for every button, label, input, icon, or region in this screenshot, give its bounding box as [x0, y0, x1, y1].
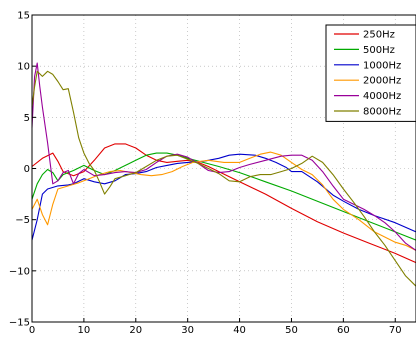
legend-label: 250Hz [363, 30, 395, 41]
y-tick-label: −10 [9, 266, 30, 277]
legend-label: 500Hz [363, 45, 395, 56]
y-tick-label: −5 [15, 215, 30, 226]
series-line-250hz [31, 143, 416, 264]
series-lines [31, 62, 416, 287]
y-tick-label: −15 [9, 318, 30, 329]
x-tick-label: 40 [233, 325, 246, 336]
x-tick-label: 20 [129, 325, 142, 336]
legend-box [325, 24, 416, 122]
y-tick-label: 5 [24, 113, 30, 124]
x-tick-label: 10 [78, 325, 91, 336]
x-tick-label: 30 [181, 325, 194, 336]
x-tick-label: 0 [29, 325, 35, 336]
legend-label: 1000Hz [363, 60, 401, 71]
legend-label: 8000Hz [363, 107, 401, 118]
axis-ticks: 0 10 20 30 40 50 60 70 −15 −10 −5 0 5 10 15 [9, 11, 402, 337]
y-tick-label: 15 [17, 11, 30, 22]
series-line-4000hz [31, 62, 416, 251]
legend-label: 2000Hz [363, 76, 401, 87]
legend: 250Hz 500Hz 1000Hz 2000Hz 4000Hz 8000Hz [325, 24, 416, 122]
y-tick-label: 10 [17, 62, 30, 73]
series-line-500hz [31, 152, 416, 241]
x-tick-label: 60 [337, 325, 350, 336]
x-tick-label: 50 [285, 325, 298, 336]
y-tick-label: 0 [24, 164, 30, 175]
series-line-2000hz [31, 151, 416, 251]
x-tick-label: 70 [389, 325, 402, 336]
legend-label: 4000Hz [363, 91, 401, 102]
series-line-1000hz [31, 153, 416, 241]
series-line-8000hz [31, 70, 416, 287]
